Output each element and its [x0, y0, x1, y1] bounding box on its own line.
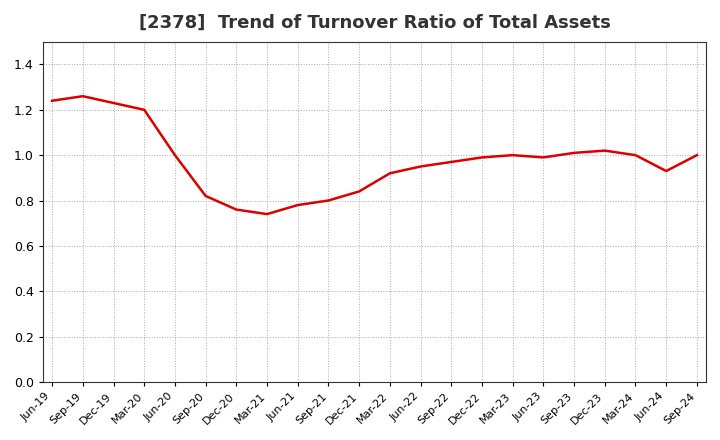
Title: [2378]  Trend of Turnover Ratio of Total Assets: [2378] Trend of Turnover Ratio of Total …	[138, 14, 611, 32]
